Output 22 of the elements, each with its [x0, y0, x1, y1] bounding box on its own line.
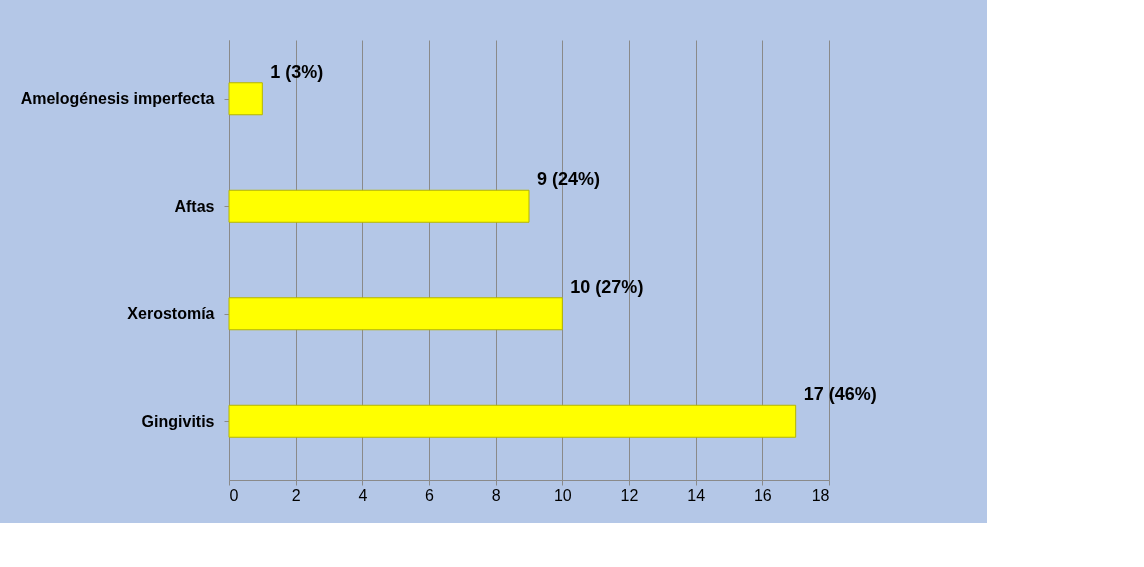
bar: [228, 189, 530, 223]
data-label: 17 (46%): [803, 384, 877, 405]
data-label: 9 (24%): [537, 169, 601, 190]
x-tick-label: 8: [491, 486, 501, 504]
x-tick-label: 4: [358, 486, 368, 504]
data-label: 10 (27%): [570, 276, 644, 297]
x-tick-label: 6: [425, 486, 435, 504]
x-tick-label: 0: [229, 486, 239, 504]
y-tick-label: Amelogénesis imperfecta: [20, 90, 215, 108]
x-tick-label: 2: [291, 486, 301, 504]
y-tick-label: Gingivitis: [141, 412, 215, 430]
bar: [228, 404, 797, 438]
x-tick-label: 14: [687, 486, 706, 504]
x-tick-label: 10: [553, 486, 572, 504]
bar: [228, 297, 563, 331]
data-label: 1 (3%): [270, 61, 324, 82]
x-tick-label: 18: [811, 486, 830, 504]
y-tick-label: Xerostomía: [127, 305, 215, 323]
y-tick-label: Aftas: [174, 197, 215, 215]
bar: [228, 82, 263, 116]
x-tick-label: 12: [620, 486, 639, 504]
x-tick-label: 16: [753, 486, 772, 504]
